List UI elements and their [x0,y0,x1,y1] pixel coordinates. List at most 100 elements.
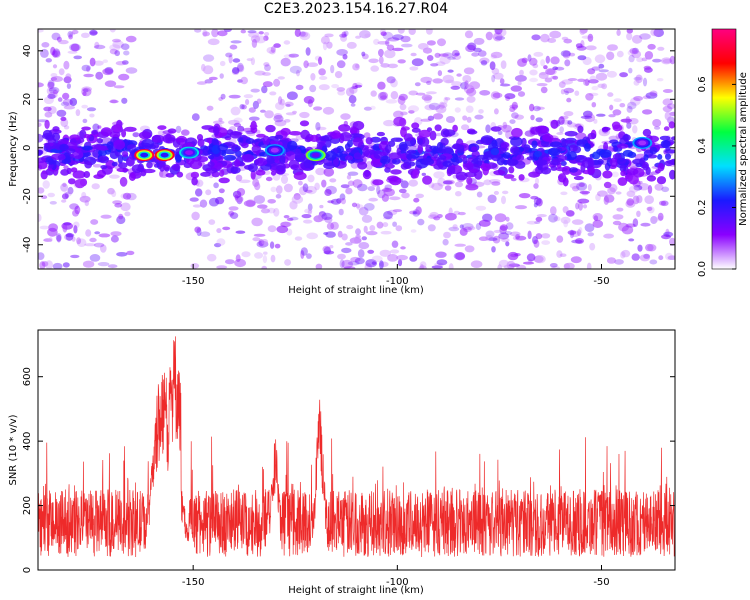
spectrogram-cell [340,197,346,205]
spectrogram-frame [37,28,676,270]
spectrogram-cell [253,233,266,237]
spectrogram-cell [571,219,584,225]
spectrogram-cell [213,182,219,189]
spectrogram-cell [494,35,506,41]
spectrogram-cell [445,212,457,221]
spectrogram-band-cell [539,159,548,166]
spectrogram-cell [262,72,271,76]
spectrogram-cell [192,204,202,208]
spectrogram-cell [591,102,597,108]
spectrogram-band-cell [125,156,135,167]
spectrogram-band-cell [459,154,467,159]
spectrogram-band-cell [353,152,362,160]
spectrogram-cell [420,76,433,84]
spectrogram-band-cell [484,159,490,165]
spectrogram-cell [450,85,461,90]
spectrogram-band-cell [398,117,407,127]
spectrogram-band-cell [388,152,402,160]
spectrogram-cell [425,91,437,95]
spectrogram-cell [355,228,361,236]
spectrogram-cell [479,57,490,65]
spectrogram-cell [211,29,219,38]
spectrogram-cell [568,52,576,57]
spectrogram-cell [330,221,339,230]
spectrogram-cell [535,216,543,222]
spectrogram-cell [81,64,91,72]
spectrogram-cell [644,51,654,60]
spectrogram-cell [560,191,568,196]
colorbar-bar [712,29,736,269]
spectrogram-cell [454,181,464,188]
spectrogram-cell [424,104,436,111]
spectrogram-band-cell [569,167,578,173]
spectrogram-cell [299,111,310,119]
spectrogram-cell [514,75,527,82]
spectrogram-band-cell [48,158,55,165]
spectrogram-cell [251,38,258,48]
spectrogram-cell [284,119,291,123]
spectrogram-cell [208,197,220,207]
spectrogram-cell [532,239,538,244]
spectrogram-band-cell [131,164,144,173]
spectrogram-cell [110,99,118,104]
spectrogram-cell [437,177,446,187]
spectrogram-band-cell [471,146,478,152]
spectrogram-cell [545,68,556,75]
spectrogram-cell [593,118,598,124]
spectrogram-cell [470,260,483,269]
spectrogram-cell [52,64,58,69]
spectrogram-cell [235,230,246,234]
spectrogram-cell [275,102,285,110]
spectrogram-cell [110,231,122,237]
spectrogram-band-cell [429,145,439,150]
spectrogram-cell [181,129,190,136]
spectrogram-cell [215,196,225,205]
spectrogram-cell [250,88,260,93]
spectrogram-band-cell [51,132,61,142]
spectrogram-cell [466,88,477,97]
spectrogram-cell [337,198,343,204]
spectrogram-cell [538,71,549,80]
spectrogram-band-cell [411,127,421,133]
spectrogram-cell [454,243,467,247]
spectrogram-cell [45,58,52,63]
spectrogram-band-cell [564,130,578,137]
spectrogram-cell [656,78,664,82]
spectrogram-band-cell [229,131,242,139]
spectrogram-cell [597,83,605,89]
spectrogram-cell [228,119,240,126]
spectrogram-cell [263,251,268,255]
spectrogram-cell [560,216,571,224]
spectrogram-cell [657,212,664,221]
spectrogram-cell [466,95,476,103]
spectrogram-cell [576,182,588,191]
spectrogram-cell [561,36,569,41]
spectrogram-cell [52,262,63,269]
spectrogram-cell [38,213,42,222]
spectrogram-cell [63,222,72,226]
spectrogram-band-cell [119,176,128,187]
spectrogram-band-cell [573,175,584,181]
spectrogram-band-cell [442,160,453,167]
spectrogram-cell [67,186,74,195]
spectrogram-cell [71,236,76,242]
spectrogram-band-cell [660,140,671,148]
spectrogram-cell [667,255,675,260]
spectrogram-cell [544,77,553,83]
spectrogram-band-cell [167,128,177,134]
spectrogram-band-cell [38,157,47,163]
spectrogram-cell [464,245,475,253]
spectrogram-plot: -150 -100 -50 -40 -20 0 20 40 Height of straig… [8,28,676,296]
spectrogram-band-cell [417,138,423,145]
spectrogram-cell [302,183,309,193]
spectrogram-cell [392,209,402,213]
spectrogram-cell [536,214,547,218]
spectrogram-cell [201,63,206,72]
spectrogram-cell [515,205,527,210]
spectrogram-band-cell [671,136,675,141]
spectrogram-cell [204,79,214,84]
snr-series-line [38,336,675,558]
spectrogram-cell [58,39,69,45]
spectrogram-cell [631,50,642,59]
spectrogram-cell [316,126,327,131]
